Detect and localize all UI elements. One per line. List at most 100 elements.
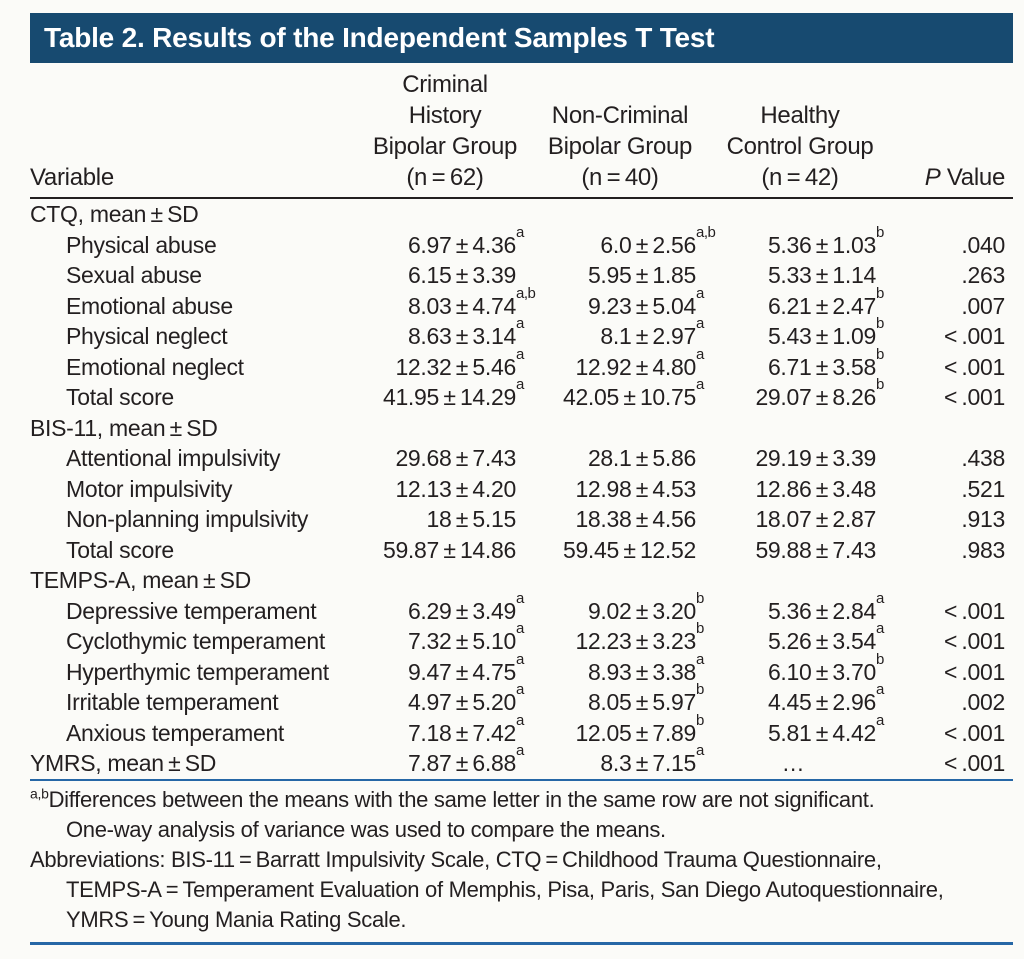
column-header-variable: Variable [30,69,360,199]
row-label: Physical neglect [66,323,228,349]
table-row: Cyclothymic temperament 7.32 ± 5.10 a 12.23… [30,620,1013,657]
row-label: Physical abuse [66,231,217,258]
value-cell: 4.45 ± 2.96 a [767,681,884,715]
value-cell: … [781,750,805,776]
significance-marker: a [876,711,884,729]
row-label: Depressive temperament [66,597,317,624]
value-cell: 12.86 ± 3.48 [755,475,876,502]
significance-marker: a [516,681,524,698]
significance-marker: a [516,650,524,668]
table-row: Emotional neglect 12.32 ± 5.46 a 12.92 ± 4.… [30,345,1013,383]
significance-marker: a,b [696,223,716,241]
p-value-cell: .040 [961,231,1005,258]
p-value-cell: < .001 [943,750,1005,776]
value-cell: 8.03 ± 4.74 a,b [407,284,536,319]
significance-marker: b [696,589,704,607]
value-cell: 8.1 ± 2.97 a [600,315,704,349]
row-label: Cyclothymic temperament [66,628,325,654]
p-value-cell: < .001 [943,323,1005,349]
p-value-cell: .007 [961,292,1005,319]
table-row: Hyperthymic temperament 9.47 ± 4.75 a 8.93 … [30,650,1013,688]
footnote-significance: a,bDifferences between the means with th… [30,785,1013,845]
value-cell: 18 ± 5.15 [426,506,517,532]
row-label: Non-planning impulsivity [66,506,309,532]
value-cell: 18.38 ± 4.56 [575,506,696,532]
p-value-cell [890,565,1013,596]
table-row: Emotional abuse 8.03 ± 4.74 a,b 9.23 ± 5.04… [30,284,1013,322]
value-cell: 12.32 ± 5.46 a [395,345,524,380]
p-value-cell: .438 [961,445,1005,471]
value-cell: 12.23 ± 3.23 b [575,620,704,654]
footnote-abbreviations-text: Abbreviations: BIS-11 = Barratt Impulsiv… [30,847,944,932]
value-cell: 7.32 ± 5.10 a [407,620,524,654]
table-row: Physical neglect 8.63 ± 3.14 a 8.1 ± 2.97 a 5… [30,315,1013,352]
significance-marker: b [876,345,884,363]
value-cell: 59.45 ± 12.52 [562,536,696,563]
significance-marker: b [696,681,704,698]
significance-marker: a [696,650,704,668]
value-cell: 9.23 ± 5.04 a [587,284,704,319]
value-cell: 12.98 ± 4.53 [575,475,696,502]
significance-marker: a [876,681,884,698]
p-value-cell: < .001 [943,658,1005,685]
table-row: Anxious temperament 7.18 ± 7.42 a 12.05 ± 7… [30,711,1013,749]
row-label: Motor impulsivity [66,475,233,502]
p-value-cell: < .001 [943,597,1005,624]
significance-marker: b [876,315,884,332]
value-cell: 6.0 ± 2.56 a,b [600,223,716,258]
significance-marker: a [696,376,704,393]
value-cell: 41.95 ± 14.29 a [382,376,524,410]
significance-marker: a [696,315,704,332]
row-label: Hyperthymic temperament [66,658,329,685]
value-cell: 8.63 ± 3.14 a [407,315,524,349]
column-header-healthy-control-group: Healthy Control Group (n = 42) [710,69,890,199]
row-label: Emotional abuse [66,292,233,319]
value-cell [360,198,530,230]
table-title-bar: Table 2. Results of the Independent Samp… [30,13,1013,63]
value-cell: 29.07 ± 8.26 b [755,376,884,410]
significance-marker: a [516,711,524,729]
table-header: Variable Criminal History Bipolar Group … [30,69,1013,199]
table-row: Total score 59.87 ± 14.86 59.45 ± 12.52 59.… [30,535,1013,566]
row-label: Total score [66,536,174,563]
p-value-cell: < .001 [943,719,1005,746]
significance-marker: b [876,376,884,393]
value-cell: 6.15 ± 3.39 [407,262,516,288]
table-row: Total score 41.95 ± 14.29 a 42.05 ± 10.75 a 2… [30,376,1013,413]
value-cell: 8.05 ± 5.97 b [587,681,704,715]
p-value-cell [890,198,1013,230]
row-label: Anxious temperament [66,719,285,746]
value-cell: 5.36 ± 2.84 a [767,589,884,624]
value-cell: 4.97 ± 5.20 a [407,681,524,715]
value-cell: 7.18 ± 7.42 a [407,711,524,746]
value-cell: 5.33 ± 1.14 [767,262,876,288]
value-cell: 59.88 ± 7.43 [755,536,876,563]
row-label: Emotional neglect [66,353,244,380]
significance-marker: a [516,345,524,363]
section-row: BIS-11, mean ± SD [30,413,1013,444]
value-cell: 6.10 ± 3.70 b [767,650,884,685]
value-cell: 6.97 ± 4.36 a [407,223,524,258]
value-cell: 6.21 ± 2.47 b [767,284,884,319]
significance-marker: a [516,589,524,607]
p-value-cell: < .001 [943,353,1005,380]
significance-marker: a [516,620,524,637]
value-cell: 42.05 ± 10.75 a [562,376,704,410]
p-value-cell: .913 [961,506,1005,532]
significance-marker: a [516,223,524,241]
significance-marker: a [696,284,704,302]
p-italic: P [924,164,941,191]
row-label: Attentional impulsivity [66,445,281,471]
value-cell: 12.92 ± 4.80 a [575,345,704,380]
value-cell: 7.87 ± 6.88 a [407,742,524,776]
table-row: Irritable temperament 4.97 ± 5.20 a 8.05 ± … [30,681,1013,718]
value-cell: 29.68 ± 7.43 [395,445,516,471]
p-value-cell: .002 [961,689,1005,715]
value-cell: 5.81 ± 4.42 a [767,711,884,746]
significance-marker: b [876,650,884,668]
table-row: Non-planning impulsivity 18 ± 5.15 18.38 ±… [30,504,1013,535]
row-label: CTQ, mean ± SD [30,201,199,227]
significance-marker: b [876,223,884,241]
significance-marker: a [696,345,704,363]
value-cell: 29.19 ± 3.39 [755,445,876,471]
